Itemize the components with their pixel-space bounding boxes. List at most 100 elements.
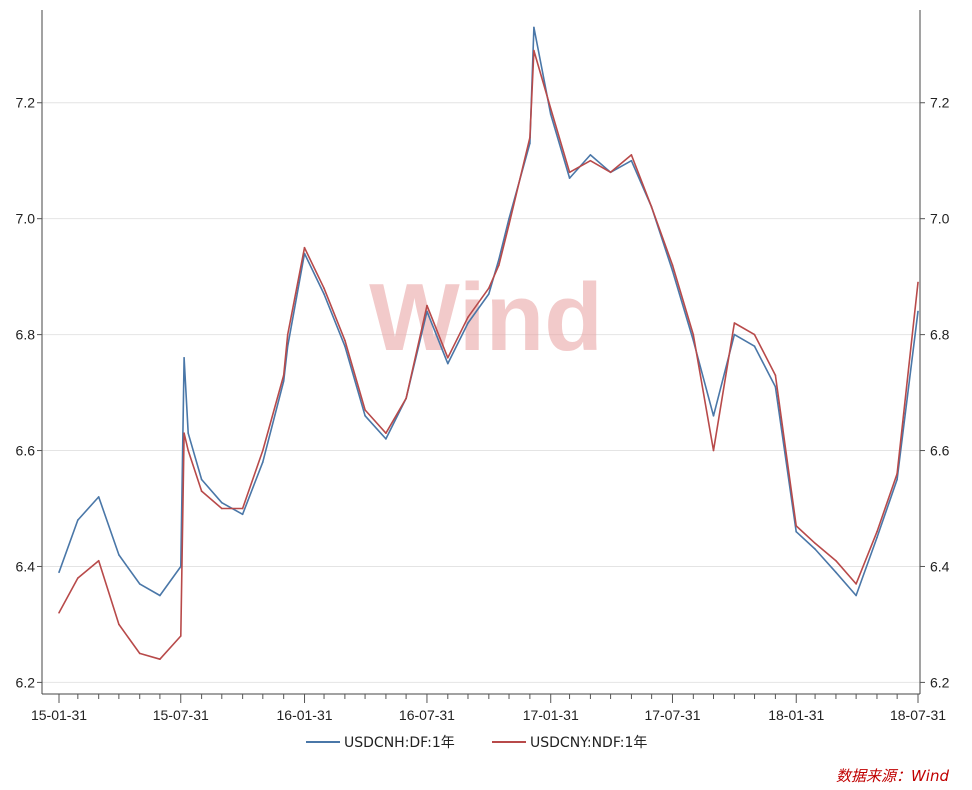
- data-point: [77, 519, 79, 521]
- y-tick-label-right: 6.6: [930, 443, 950, 459]
- data-point: [118, 623, 120, 626]
- y-tick-label-right: 6.2: [930, 674, 950, 690]
- data-point: [814, 542, 816, 545]
- data-point: [589, 159, 592, 162]
- y-tick-label-left: 6.4: [16, 558, 36, 574]
- data-point: [262, 449, 264, 452]
- data-point: [241, 513, 244, 516]
- data-point: [508, 217, 510, 220]
- data-point: [364, 409, 366, 411]
- data-point: [795, 525, 797, 527]
- legend-label-2: USDCNY:NDF:1年: [530, 735, 647, 751]
- x-tick-label: 16-01-31: [277, 707, 333, 723]
- data-point: [447, 362, 449, 365]
- data-point: [364, 415, 366, 417]
- series-line-1: [58, 26, 919, 597]
- data-point: [488, 293, 490, 295]
- data-point: [609, 171, 612, 174]
- data-point: [498, 264, 500, 266]
- x-tick-label: 16-07-31: [399, 707, 455, 723]
- series-lines: [58, 26, 919, 661]
- data-point: [118, 554, 120, 556]
- legend: USDCNH:DF:1年 USDCNY:NDF:1年: [306, 735, 647, 751]
- data-point: [733, 322, 736, 324]
- data-point: [180, 635, 182, 637]
- data-point: [303, 246, 306, 249]
- data-point: [835, 559, 837, 562]
- legend-label-1: USDCNH:DF:1年: [344, 735, 455, 751]
- data-point: [282, 380, 285, 382]
- data-point: [650, 206, 653, 208]
- data-point: [692, 333, 695, 336]
- data-point: [323, 293, 325, 295]
- data-point: [426, 304, 428, 307]
- data-point: [529, 142, 531, 145]
- y-ticks-left: 6.2 6.4 6.6 6.8 7.0 7.2: [16, 95, 42, 690]
- x-tick-label: 17-01-31: [523, 707, 579, 723]
- data-point: [77, 577, 79, 579]
- data-point: [262, 461, 264, 463]
- x-tick-label: 17-07-31: [644, 707, 700, 723]
- data-point: [138, 652, 141, 655]
- data-point: [712, 449, 715, 452]
- data-point: [896, 472, 898, 475]
- data-point: [876, 530, 878, 533]
- data-point: [405, 397, 407, 400]
- data-point: [159, 594, 161, 597]
- data-point: [630, 154, 633, 156]
- data-point: [221, 507, 223, 510]
- watermark-text: Wind: [369, 264, 603, 371]
- watermark: Wind: [369, 264, 603, 371]
- y-tick-label-right: 7.0: [930, 211, 950, 227]
- data-point: [533, 49, 535, 52]
- y-ticks-right: 6.2 6.4 6.6 6.8 7.0 7.2: [920, 95, 950, 690]
- data-point: [712, 415, 715, 417]
- data-point: [855, 583, 857, 585]
- data-point: [183, 357, 185, 359]
- data-point: [814, 548, 816, 550]
- data-point: [187, 432, 189, 435]
- data-point: [671, 270, 674, 272]
- data-point: [385, 438, 387, 440]
- data-point: [774, 386, 777, 388]
- data-point: [508, 223, 510, 226]
- data-point: [753, 345, 756, 348]
- data-point: [221, 501, 223, 504]
- data-point: [138, 583, 141, 585]
- data-point: [917, 310, 919, 313]
- data-point: [241, 507, 244, 510]
- y-tick-label-left: 6.8: [16, 327, 36, 343]
- data-point: [447, 357, 449, 359]
- axes: [41, 10, 921, 695]
- data-point: [183, 432, 185, 435]
- data-point: [835, 571, 837, 574]
- y-tick-label-left: 6.2: [16, 674, 36, 690]
- y-tick-label-left: 6.6: [16, 443, 36, 459]
- data-point: [344, 339, 346, 342]
- data-point: [58, 571, 60, 574]
- x-tick-label: 15-07-31: [153, 707, 209, 723]
- data-point: [323, 287, 325, 290]
- data-point: [549, 107, 552, 110]
- data-point: [876, 536, 878, 539]
- data-point: [630, 159, 633, 162]
- data-point: [855, 594, 857, 597]
- data-point: [533, 26, 535, 29]
- data-point: [282, 374, 285, 377]
- data-point: [467, 322, 469, 324]
- data-point: [498, 258, 500, 261]
- data-point: [774, 374, 777, 377]
- series-line-2: [58, 49, 919, 661]
- data-point: [896, 478, 898, 481]
- data-point: [568, 177, 571, 179]
- data-point: [159, 658, 161, 660]
- data-point: [200, 490, 203, 492]
- y-tick-label-left: 7.0: [16, 211, 36, 227]
- y-tick-label-right: 6.4: [930, 558, 950, 574]
- data-point: [671, 264, 674, 266]
- data-point: [529, 136, 531, 139]
- data-point: [488, 287, 490, 290]
- data-point: [344, 345, 346, 348]
- y-tick-label-left: 7.2: [16, 95, 36, 111]
